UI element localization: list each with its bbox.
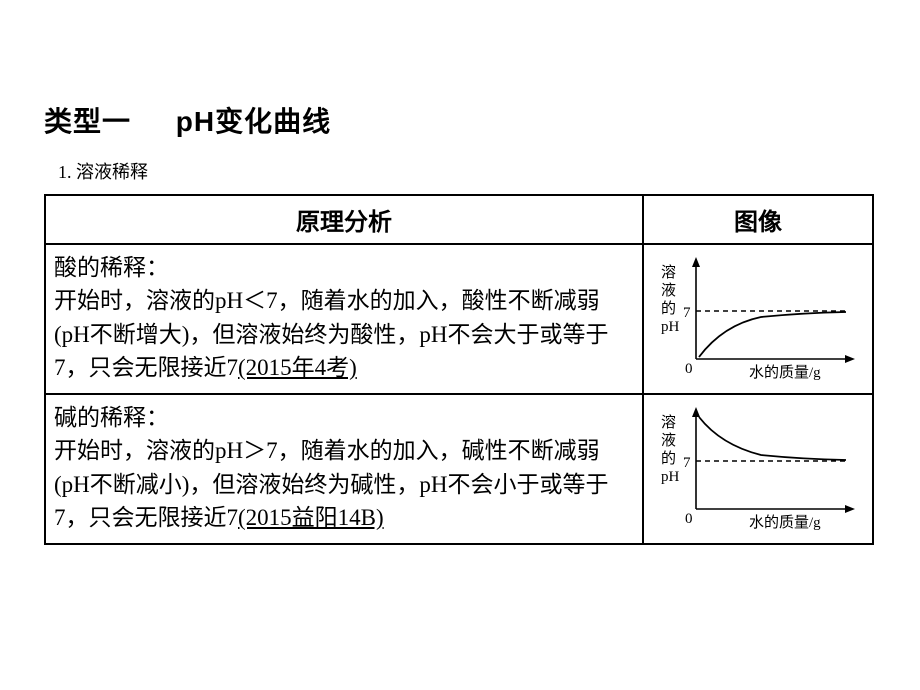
row-heading: 碱的稀释： — [54, 405, 169, 430]
col-header-analysis: 原理分析 — [45, 195, 643, 244]
svg-text:的: 的 — [661, 300, 676, 317]
analysis-cell: 酸的稀释： 开始时，溶液的pH＜7，随着水的加入，酸性不断减弱(pH不断增大)，… — [45, 244, 643, 394]
x-axis-label: 水的质量/g — [749, 514, 821, 531]
subsection-label: 1. 溶液稀释 — [58, 158, 876, 184]
base-dilution-chart: 溶 液 的 pH 7 0 水的质量/g — [651, 399, 866, 539]
origin-label: 0 — [685, 511, 693, 527]
svg-text:pH: pH — [661, 319, 680, 335]
chart-cell: 溶 液 的 pH 7 0 水的质量/g — [643, 394, 873, 544]
x-axis-label: 水的质量/g — [749, 364, 821, 381]
y-axis-label: 溶 — [661, 264, 676, 281]
table-row: 酸的稀释： 开始时，溶液的pH＜7，随着水的加入，酸性不断减弱(pH不断增大)，… — [45, 244, 873, 394]
citation: (2015年4考) — [238, 355, 357, 380]
svg-text:液: 液 — [661, 282, 676, 299]
y-tick-label: 7 — [683, 455, 691, 471]
category-title: pH变化曲线 — [176, 106, 331, 137]
category-label: 类型一 — [44, 100, 131, 140]
svg-text:pH: pH — [661, 469, 680, 485]
col-header-image: 图像 — [643, 195, 873, 244]
citation: (2015益阳14B) — [238, 505, 384, 530]
svg-text:的: 的 — [661, 450, 676, 467]
content-table: 原理分析 图像 酸的稀释： 开始时，溶液的pH＜7，随着水的加入，酸性不断减弱(… — [44, 194, 874, 545]
chart-cell: 溶 液 的 pH 7 0 — [643, 244, 873, 394]
row-heading: 酸的稀释： — [54, 255, 169, 280]
table-row: 碱的稀释： 开始时，溶液的pH＞7，随着水的加入，碱性不断减弱(pH不断减小)，… — [45, 394, 873, 544]
svg-text:液: 液 — [661, 432, 676, 449]
acid-dilution-chart: 溶 液 的 pH 7 0 — [651, 249, 866, 389]
analysis-cell: 碱的稀释： 开始时，溶液的pH＞7，随着水的加入，碱性不断减弱(pH不断减小)，… — [45, 394, 643, 544]
y-tick-label: 7 — [683, 305, 691, 321]
origin-label: 0 — [685, 361, 693, 377]
page-title: 类型一 pH变化曲线 — [44, 100, 876, 140]
y-axis-label: 溶 — [661, 414, 676, 431]
